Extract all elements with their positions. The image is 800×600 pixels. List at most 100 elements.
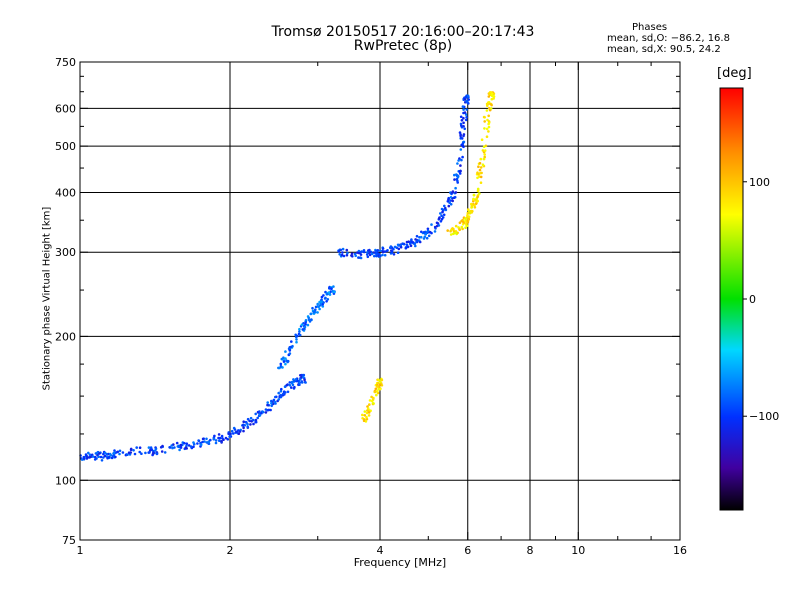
- data-point: [470, 204, 474, 207]
- data-point: [365, 253, 369, 256]
- data-point: [279, 390, 283, 393]
- data-point: [299, 374, 302, 377]
- data-point: [378, 383, 382, 386]
- data-point: [258, 410, 261, 413]
- data-point: [454, 191, 458, 194]
- data-point: [272, 398, 276, 402]
- data-point: [464, 113, 468, 116]
- data-point: [490, 103, 493, 107]
- colorbar-tick-label: 100: [749, 176, 770, 189]
- stats-x-mode: mean, sd,X: 90.5, 24.2: [607, 44, 721, 55]
- data-point: [171, 446, 174, 450]
- data-point: [383, 253, 387, 257]
- data-point: [462, 134, 465, 138]
- y-tick-label: 500: [55, 140, 76, 153]
- data-point: [118, 452, 121, 456]
- data-point: [460, 119, 464, 122]
- data-point: [378, 249, 382, 253]
- x-tick-label: 6: [464, 544, 471, 557]
- data-point: [285, 384, 289, 387]
- data-point: [179, 443, 183, 447]
- data-point: [359, 256, 363, 260]
- data-point: [470, 209, 473, 213]
- data-point: [442, 213, 446, 217]
- data-point: [368, 403, 371, 406]
- data-point: [487, 114, 491, 118]
- data-point: [453, 173, 456, 177]
- data-point: [362, 418, 366, 421]
- data-point: [230, 429, 234, 433]
- data-point: [465, 108, 469, 111]
- data-point: [378, 379, 382, 383]
- data-point: [415, 234, 419, 238]
- data-point: [485, 102, 489, 106]
- data-point: [478, 168, 482, 172]
- data-point: [447, 204, 451, 208]
- data-point: [480, 171, 483, 175]
- data-point: [135, 446, 138, 449]
- data-point: [424, 232, 428, 236]
- data-point: [449, 233, 453, 236]
- data-point: [366, 407, 370, 410]
- data-point: [237, 432, 241, 436]
- colorbar-tick-label: 0: [749, 293, 756, 306]
- data-point: [462, 108, 465, 111]
- data-point: [460, 225, 464, 229]
- data-point: [213, 434, 216, 438]
- data-point: [178, 448, 181, 452]
- x-tick-label: 2: [227, 544, 234, 557]
- data-point: [320, 298, 323, 302]
- data-point: [161, 444, 164, 448]
- data-point: [399, 245, 403, 249]
- data-point: [374, 387, 378, 391]
- data-point: [476, 199, 480, 203]
- data-point: [375, 254, 379, 258]
- data-point: [221, 437, 224, 440]
- data-point: [82, 455, 86, 459]
- data-point: [133, 452, 137, 456]
- data-point: [232, 432, 235, 435]
- data-point: [449, 199, 452, 202]
- data-point: [370, 399, 374, 403]
- data-point: [371, 402, 375, 405]
- data-point: [298, 327, 301, 331]
- data-point: [100, 459, 104, 462]
- data-point: [302, 373, 306, 377]
- data-point: [402, 242, 406, 246]
- data-point: [473, 206, 477, 209]
- data-point: [150, 448, 153, 452]
- data-point: [302, 322, 305, 325]
- data-point: [185, 442, 189, 446]
- data-points: [79, 91, 496, 462]
- data-point: [345, 248, 349, 252]
- data-point: [205, 437, 208, 441]
- y-tick-label: 300: [55, 246, 76, 259]
- data-point: [292, 380, 296, 383]
- data-point: [462, 121, 465, 125]
- data-point: [319, 302, 322, 306]
- data-point: [365, 415, 368, 419]
- data-point: [320, 295, 324, 299]
- data-point: [326, 298, 330, 301]
- data-point: [392, 253, 396, 256]
- data-point: [440, 214, 443, 217]
- data-point: [357, 249, 361, 253]
- data-point: [453, 178, 456, 181]
- data-point: [437, 224, 441, 227]
- data-point: [309, 312, 313, 316]
- data-point: [201, 440, 204, 444]
- data-point: [328, 286, 331, 290]
- data-point: [214, 439, 218, 442]
- data-point: [303, 378, 306, 382]
- data-point: [88, 453, 92, 457]
- data-point: [461, 155, 464, 159]
- data-point: [246, 425, 249, 429]
- data-point: [487, 95, 491, 98]
- data-point: [483, 127, 486, 130]
- data-point: [266, 401, 270, 404]
- data-point: [108, 452, 112, 456]
- data-point: [274, 395, 277, 399]
- data-point: [337, 250, 341, 253]
- data-point: [368, 399, 372, 402]
- data-point: [464, 217, 467, 220]
